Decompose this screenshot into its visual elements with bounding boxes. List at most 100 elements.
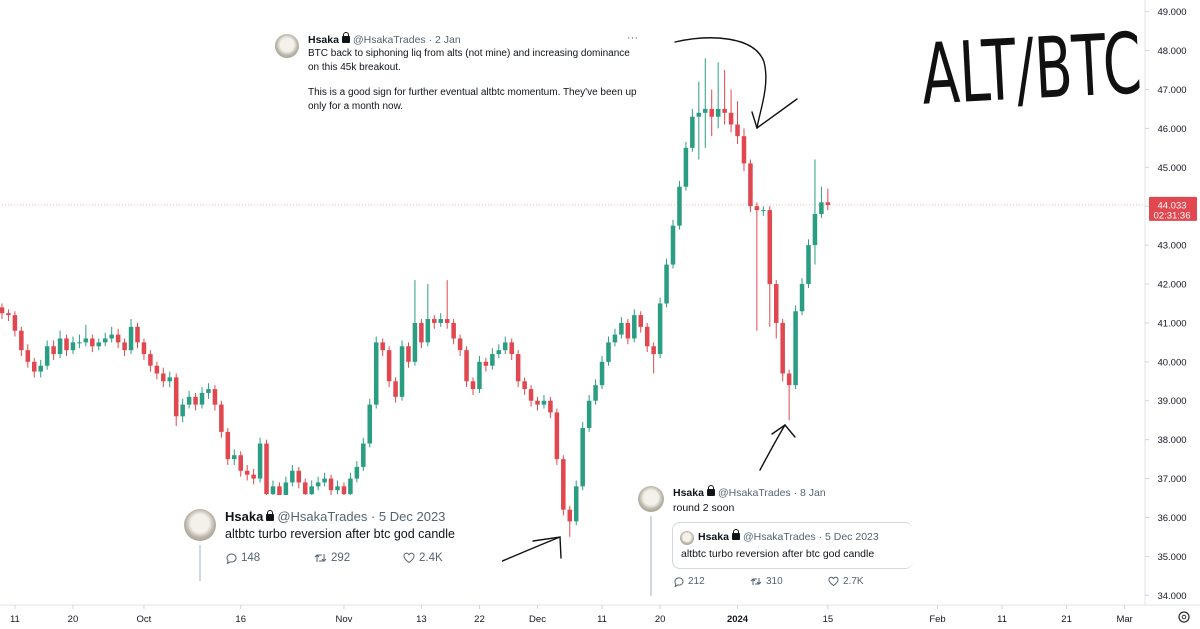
more[interactable]: ···: [627, 32, 638, 44]
candle-body: [122, 342, 127, 351]
candle-body: [657, 303, 663, 355]
candle-body: [573, 486, 579, 522]
candle-body: [51, 346, 56, 355]
candle-body: [477, 361, 482, 390]
candle-body: [32, 361, 37, 372]
candle-body: [19, 330, 24, 351]
candle-body: [432, 319, 437, 323]
candle-body: [515, 354, 521, 382]
x-tick-label: 11: [10, 614, 20, 625]
like-count[interactable]: 2.7K: [828, 576, 864, 587]
candle-body: [748, 163, 753, 207]
reply-count[interactable]: 148: [225, 552, 260, 564]
y-tick-label: 39.000: [1157, 396, 1186, 407]
quote-tweet[interactable]: Hsaka @HsakaTrades · 5 Dec 2023 altbtc tu…: [672, 522, 913, 569]
date: · 8 Jan: [793, 487, 826, 499]
candle-body: [38, 365, 43, 372]
candle-body: [0, 307, 5, 314]
arrow-right: [759, 424, 786, 471]
x-tick-label: 22: [474, 614, 485, 625]
candle-body: [354, 466, 360, 479]
candle-body: [741, 136, 747, 164]
tweet-bottom-right[interactable]: Hsaka @HsakaTrades · 8 Jan round 2 soon H…: [636, 484, 913, 596]
candle-body: [406, 346, 411, 362]
candle-body: [219, 404, 224, 432]
reply-count[interactable]: 212: [673, 576, 705, 587]
tweet-header: Hsaka @HsakaTrades · 2 Jan: [308, 32, 461, 46]
candle-body: [728, 112, 734, 125]
settings-icon[interactable]: [1178, 611, 1190, 623]
candle-body: [761, 210, 766, 212]
candle-body: [425, 319, 431, 343]
candle-body: [380, 342, 385, 351]
text-line: on this 45k breakout.: [308, 62, 401, 73]
handle: @HsakaTrades: [742, 531, 816, 543]
x-tick-label: 13: [416, 614, 427, 625]
replies: 212: [688, 576, 705, 588]
candle-body: [328, 478, 334, 491]
arrows: [473, 37, 798, 574]
handle: @HsakaTrades: [352, 34, 426, 46]
candle-body: [470, 381, 476, 390]
tweet-text: altbtc turbo reversion after btc god can…: [225, 527, 455, 541]
text-line: BTC back to siphoning liq from alts (not…: [308, 48, 630, 59]
thread-line: [650, 516, 652, 596]
candle-body: [70, 342, 76, 351]
candle-body: [632, 315, 637, 339]
candle-body: [554, 412, 560, 460]
y-tick-label: 43.000: [1157, 241, 1186, 252]
candle-body: [773, 284, 779, 323]
candle-body: [135, 326, 140, 343]
candle-body: [522, 381, 527, 390]
candle-body: [373, 342, 379, 405]
candle-body: [315, 482, 321, 487]
candle-body: [212, 389, 218, 405]
x-tick-label: Nov: [336, 614, 353, 625]
candle-body: [12, 315, 18, 331]
candle-body: [696, 112, 702, 117]
y-tick-label: 35.000: [1157, 552, 1186, 563]
x-tick-label: 15: [823, 614, 834, 625]
candle-body: [812, 213, 818, 246]
candle-body: [612, 334, 618, 343]
candle-body: [586, 400, 592, 428]
candle-body: [290, 470, 295, 483]
candle-body: [335, 486, 340, 491]
candle-body: [361, 443, 366, 467]
retweet-count[interactable]: 310: [750, 576, 783, 587]
like-count[interactable]: 2.4K: [403, 552, 443, 564]
candle-body: [509, 342, 514, 355]
candle-body: [96, 342, 102, 347]
candle-body: [64, 338, 69, 351]
candle-body: [419, 322, 424, 343]
candle-body: [561, 459, 566, 510]
tweet-bottom-left[interactable]: Hsaka @HsakaTrades · 5 Dec 2023 altbtc tu…: [172, 495, 502, 581]
y-tick-label: 41.000: [1157, 318, 1186, 329]
tweet-top[interactable]: Hsaka @HsakaTrades · 2 Jan ··· BTC back t…: [270, 30, 650, 118]
candle-body: [825, 202, 831, 206]
y-tick-label: 37.000: [1157, 474, 1186, 485]
x-tick-label: 21: [1061, 614, 1072, 625]
handle: @HsakaTrades: [277, 509, 368, 524]
candle-body: [128, 326, 134, 351]
candle-body: [457, 338, 463, 351]
x-tick-label: Feb: [929, 614, 945, 625]
candle-body: [77, 342, 82, 344]
candle-body: [161, 373, 166, 382]
candle-body: [296, 470, 302, 483]
last-price-label: 44.033: [1157, 200, 1186, 211]
candle-body: [548, 400, 553, 413]
candle-body: [541, 400, 547, 405]
candle-body: [593, 385, 598, 401]
candle-body: [173, 377, 179, 417]
countdown-label: 02:31:36: [1154, 210, 1191, 221]
candle-body: [386, 350, 392, 382]
y-tick-label: 36.000: [1157, 513, 1186, 524]
candle-body: [193, 396, 198, 405]
x-tick-label: 20: [655, 614, 666, 625]
retweet-count[interactable]: 292: [314, 552, 350, 564]
candle-body: [44, 346, 50, 366]
candle-body: [309, 486, 314, 495]
arrow-top-head: [751, 98, 798, 130]
